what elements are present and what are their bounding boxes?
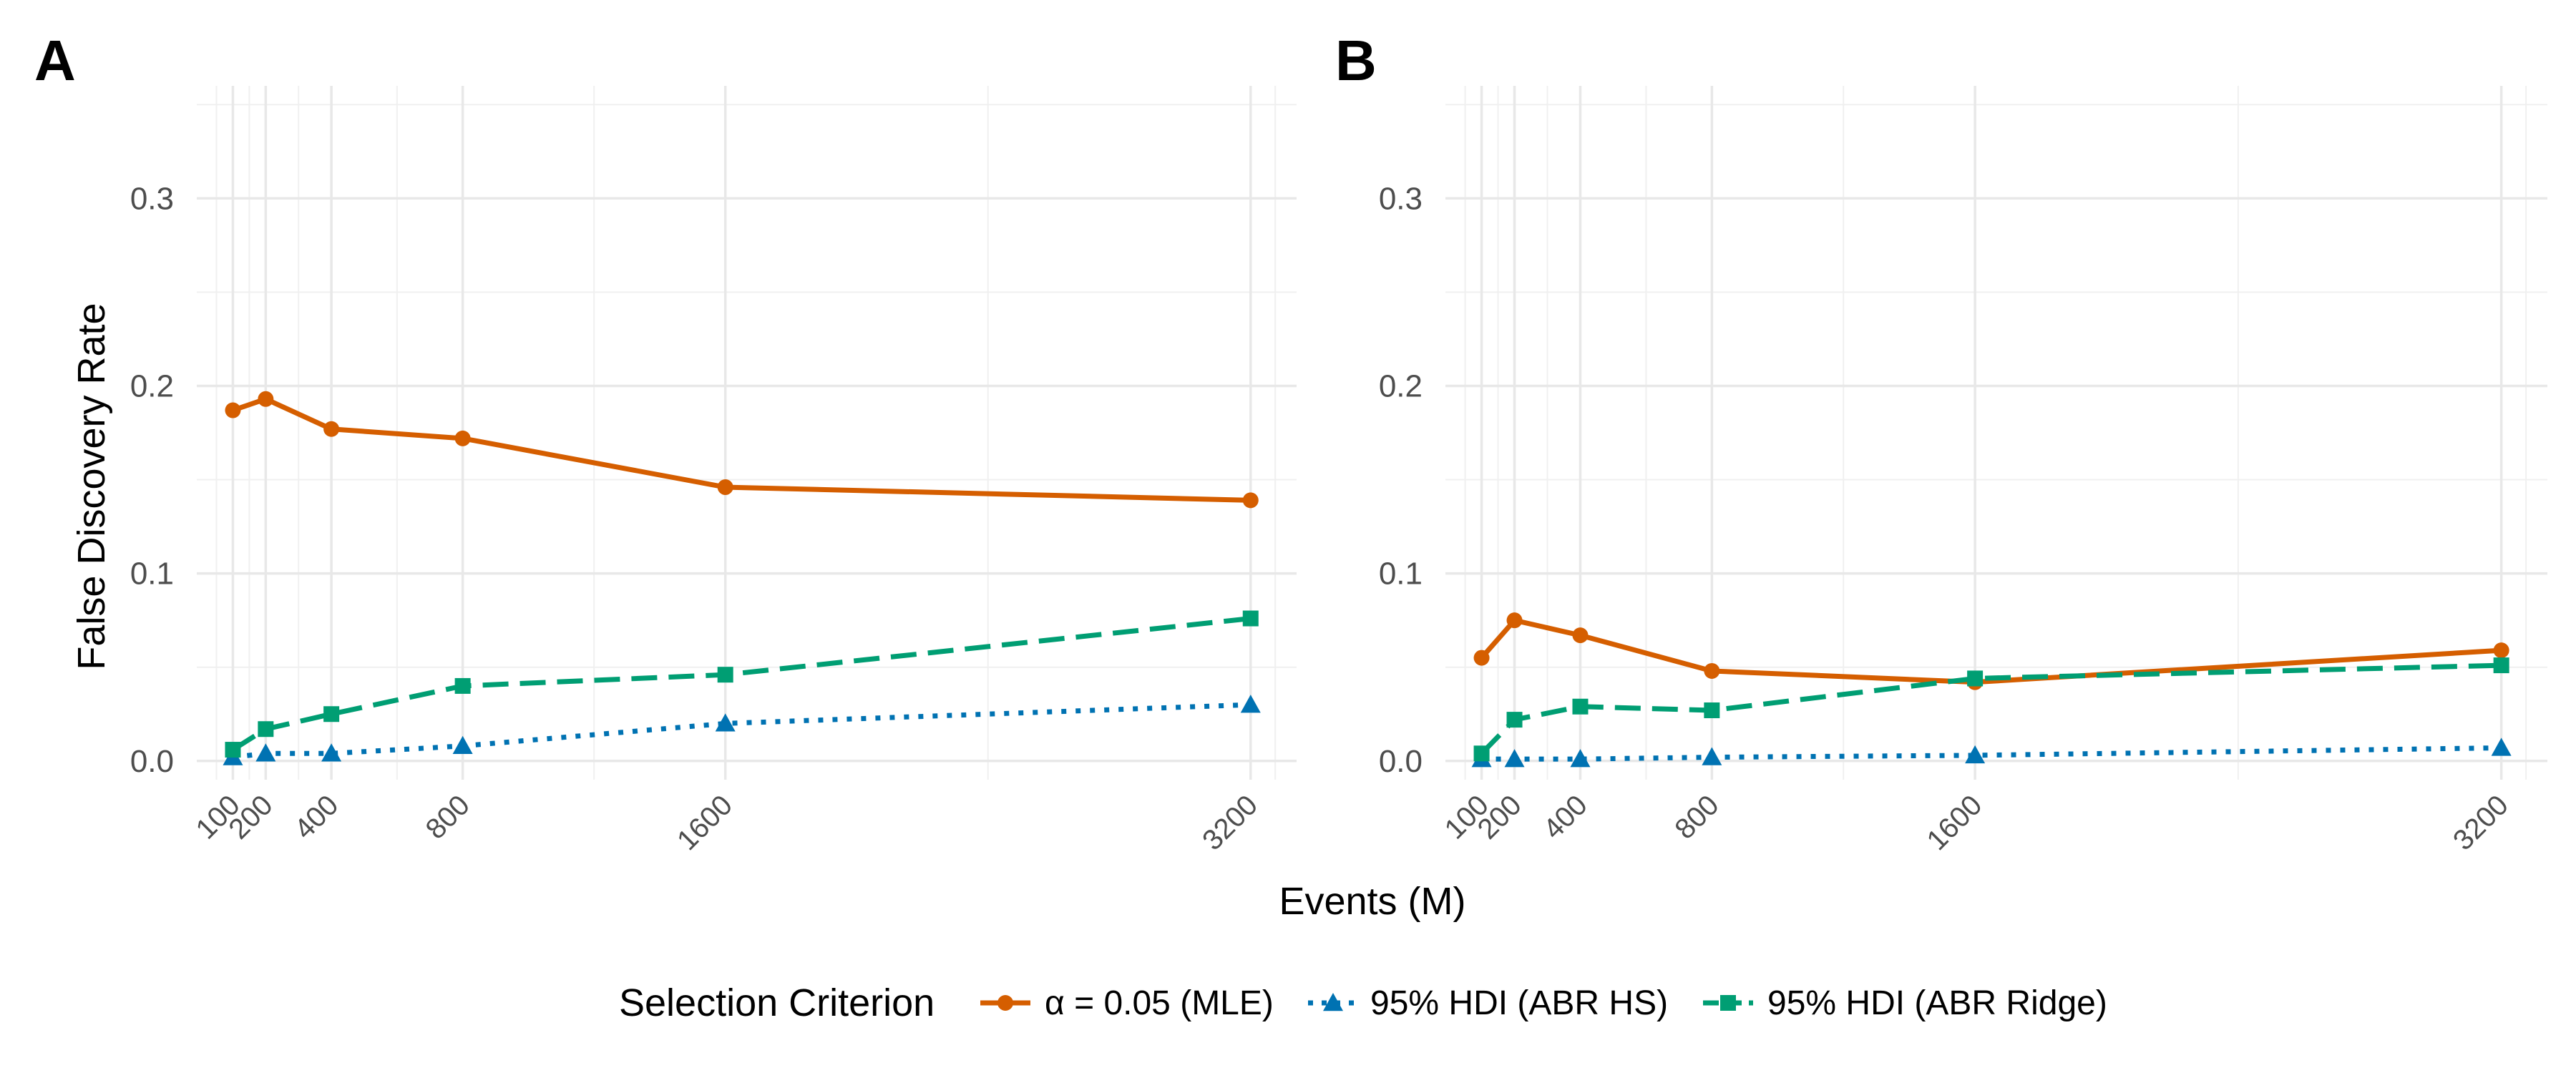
point-b-0-1: [1506, 612, 1523, 629]
point-a-1-3: [452, 735, 473, 755]
series-line-b-1: [1481, 745, 2502, 762]
point-b-1-5: [2491, 738, 2512, 756]
point-a-2-1: [258, 721, 274, 738]
point-b-2-0: [1473, 745, 1490, 762]
point-b-0-3: [1704, 662, 1720, 679]
y-tick-label-a-0: 0.0: [130, 744, 174, 779]
panel-label-b: B: [1335, 29, 1377, 92]
y-tick-label-b-0: 0.0: [1379, 744, 1423, 779]
legend-label-hs: 95% HDI (ABR HS): [1370, 984, 1668, 1022]
legend-items: α = 0.05 (MLE) 95% HDI (ABR HS) 95% HDI …: [980, 984, 2107, 1022]
point-a-0-1: [258, 391, 274, 407]
legend-label-mle: α = 0.05 (MLE): [1045, 984, 1274, 1022]
point-b-2-2: [1572, 698, 1589, 715]
point-a-1-4: [715, 713, 736, 732]
point-a-2-4: [717, 667, 733, 683]
point-b-2-4: [1967, 670, 1984, 687]
y-tick-label-a-2: 0.2: [130, 368, 174, 403]
series-line-b-2: [1480, 662, 2502, 755]
point-a-0-2: [323, 421, 340, 437]
legend-key-marker-1: [1323, 993, 1343, 1011]
series-line-a-2: [231, 616, 1252, 753]
x-tick-label-b-3: 800: [1669, 789, 1724, 845]
point-a-2-3: [454, 677, 471, 694]
x-tick-label-a-2: 400: [288, 789, 344, 845]
point-a-1-2: [321, 743, 342, 762]
legend-label-ridge: 95% HDI (ABR Ridge): [1767, 984, 2107, 1022]
y-tick-label-a-1: 0.1: [130, 557, 174, 592]
point-b-1-3: [1702, 747, 1722, 765]
y-tick-label-a-3: 0.3: [130, 181, 174, 216]
x-tick-label-a-3: 800: [420, 789, 476, 845]
point-a-2-0: [225, 742, 241, 758]
point-a-1-5: [1240, 695, 1261, 713]
x-tick-label-a-4: 1600: [671, 789, 738, 856]
point-b-0-0: [1473, 650, 1490, 666]
point-b-1-1: [1504, 749, 1525, 768]
point-a-0-4: [717, 479, 733, 496]
x-tick-label-a-5: 3200: [1196, 789, 1264, 856]
y-axis-title: False Discovery Rate: [70, 303, 113, 670]
point-b-1-2: [1570, 749, 1591, 768]
x-axis-title: Events (M): [1279, 880, 1465, 923]
series-line-a-1: [233, 702, 1251, 760]
series-line-a-0: [232, 396, 1251, 503]
legend-title: Selection Criterion: [619, 981, 935, 1024]
legend-key-marker-2: [1720, 995, 1736, 1011]
y-tick-label-b-3: 0.3: [1379, 181, 1423, 216]
point-a-1-1: [255, 743, 276, 762]
point-a-0-3: [454, 430, 471, 446]
x-tick-label-b-2: 400: [1538, 789, 1594, 845]
x-tick-label-b-5: 3200: [2447, 789, 2514, 856]
legend: Selection Criterion α = 0.05 (MLE) 95% H…: [619, 981, 2107, 1024]
point-b-2-1: [1506, 712, 1523, 728]
x-tick-label-b-4: 1600: [1921, 789, 1988, 856]
point-a-0-0: [225, 402, 241, 418]
y-tick-label-b-2: 0.2: [1379, 368, 1423, 403]
point-b-2-5: [2493, 657, 2509, 674]
series-line-b-0: [1479, 617, 2502, 685]
y-tick-label-b-1: 0.1: [1379, 557, 1423, 592]
point-b-2-3: [1704, 702, 1720, 718]
point-a-2-2: [323, 706, 340, 722]
point-b-0-2: [1572, 627, 1589, 644]
legend-key-marker-0: [997, 995, 1013, 1011]
point-b-0-5: [2493, 642, 2509, 659]
point-b-1-4: [1965, 745, 1986, 764]
point-a-0-5: [1242, 492, 1259, 509]
panel-label-a: A: [34, 29, 76, 92]
point-a-2-5: [1242, 610, 1259, 627]
